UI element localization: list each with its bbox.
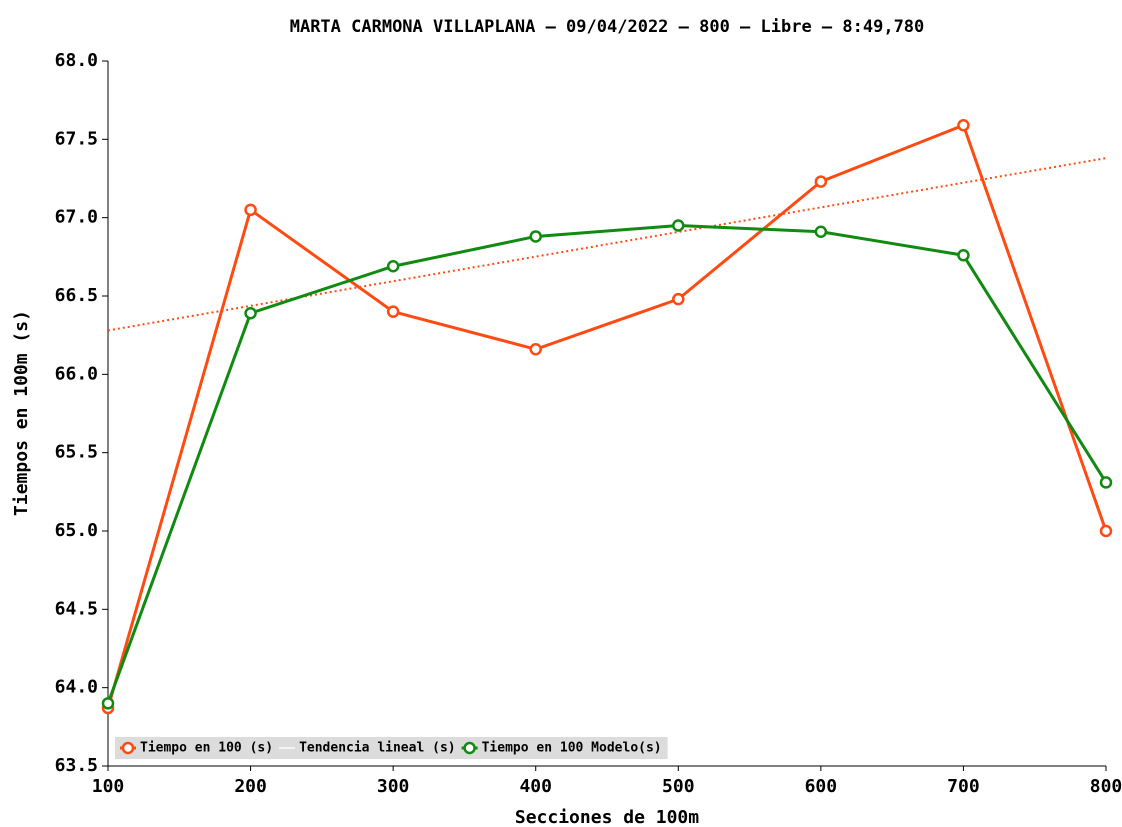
series-line: [106, 224, 1108, 704]
x-tick-label: 500: [662, 776, 695, 797]
y-tick-label: 66.5: [55, 285, 98, 306]
x-tick-label: 100: [92, 776, 125, 797]
point: [244, 203, 257, 217]
y-tick-label: 64.5: [55, 598, 98, 619]
point: [957, 249, 970, 262]
y-tick-label: 63.5: [55, 755, 98, 776]
legend-box: [115, 737, 668, 759]
point: [957, 118, 970, 132]
x-tick-label: 600: [805, 776, 838, 797]
point: [1099, 524, 1113, 538]
legend-label: Tiempo en 100 Modelo(s): [482, 741, 662, 756]
point: [386, 259, 400, 273]
series-line: [107, 157, 1107, 332]
point: [529, 343, 542, 356]
y-tick-label: 68.0: [55, 50, 98, 71]
y-tick-label: 65.0: [55, 520, 98, 541]
legend: Tiempo en 100 (s) Tendencia lineal (s) Tie…: [115, 737, 668, 759]
x-tick-label: 800: [1090, 776, 1122, 797]
legend-swatch-marker: [121, 741, 135, 755]
x-tick-label: 200: [234, 776, 267, 797]
x-tick-label: 700: [947, 776, 980, 797]
legend-label: Tendencia lineal (s): [299, 741, 456, 756]
point: [1099, 476, 1113, 489]
point: [244, 306, 257, 320]
point: [672, 292, 685, 306]
legend-label: Tiempo en 100 (s): [140, 741, 273, 756]
x-axis-label: Secciones de 100m: [515, 807, 699, 827]
y-tick-label: 67.0: [55, 207, 98, 228]
x-tick-label: 300: [377, 776, 410, 797]
y-axis-label: Tiempos en 100m (s): [11, 310, 32, 516]
point: [672, 219, 685, 232]
chart-title: MARTA CARMONA VILLAPLANA – 09/04/2022 – …: [290, 17, 925, 37]
point: [386, 305, 400, 318]
y-tick-label: 65.5: [55, 442, 98, 463]
point: [814, 175, 828, 188]
point: [101, 697, 115, 710]
y-tick-label: 66.0: [55, 363, 98, 384]
y-tick-label: 64.0: [55, 677, 98, 698]
y-tick-label: 67.5: [55, 128, 98, 149]
point: [529, 230, 542, 243]
series-line: [106, 123, 1108, 709]
point: [814, 225, 828, 239]
legend-swatch-marker: [463, 741, 476, 755]
x-tick-label: 400: [519, 776, 552, 797]
